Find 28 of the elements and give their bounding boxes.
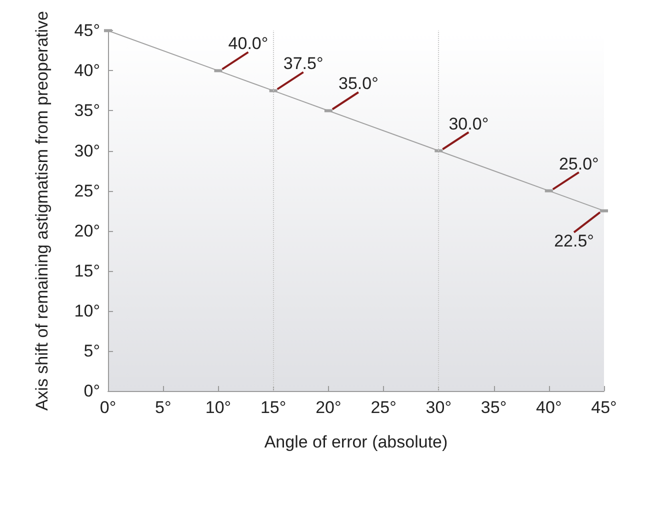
x-tick-label: 15° xyxy=(260,398,286,417)
x-tick-label: 30° xyxy=(426,398,452,417)
y-axis-title: Axis shift of remaining astigmatism from preoperative xyxy=(32,10,52,411)
x-axis-title: Angle of error (absolute) xyxy=(264,432,448,452)
x-tick-label: 0° xyxy=(100,398,116,417)
y-tick-label: 45° xyxy=(74,21,100,40)
data-label: 35.0° xyxy=(338,74,378,94)
data-label: 30.0° xyxy=(448,114,489,134)
data-label: 22.5° xyxy=(554,231,594,250)
y-tick-label: 35° xyxy=(74,101,100,120)
y-tick-label: 40° xyxy=(74,61,100,80)
data-label: 37.5° xyxy=(283,54,324,74)
x-tick-label: 20° xyxy=(316,398,342,417)
x-tick-label: 45° xyxy=(591,398,617,417)
x-tick-label: 25° xyxy=(370,398,396,417)
x-tick-label: 5° xyxy=(154,398,172,417)
x-tick-label: 40° xyxy=(536,398,562,417)
data-label: 25.0° xyxy=(558,154,599,174)
y-tick-label: 30° xyxy=(74,141,100,160)
x-tick-label: 10° xyxy=(205,398,232,417)
y-tick-label: 5° xyxy=(84,341,100,360)
x-tick-label: 35° xyxy=(480,398,507,417)
data-label: 40.0° xyxy=(228,34,268,54)
y-tick-label: 20° xyxy=(74,221,100,240)
y-tick-label: 25° xyxy=(74,181,100,200)
y-tick-label: 15° xyxy=(74,261,100,280)
y-tick-label: 0° xyxy=(84,382,100,400)
y-tick-label: 10° xyxy=(74,301,100,320)
